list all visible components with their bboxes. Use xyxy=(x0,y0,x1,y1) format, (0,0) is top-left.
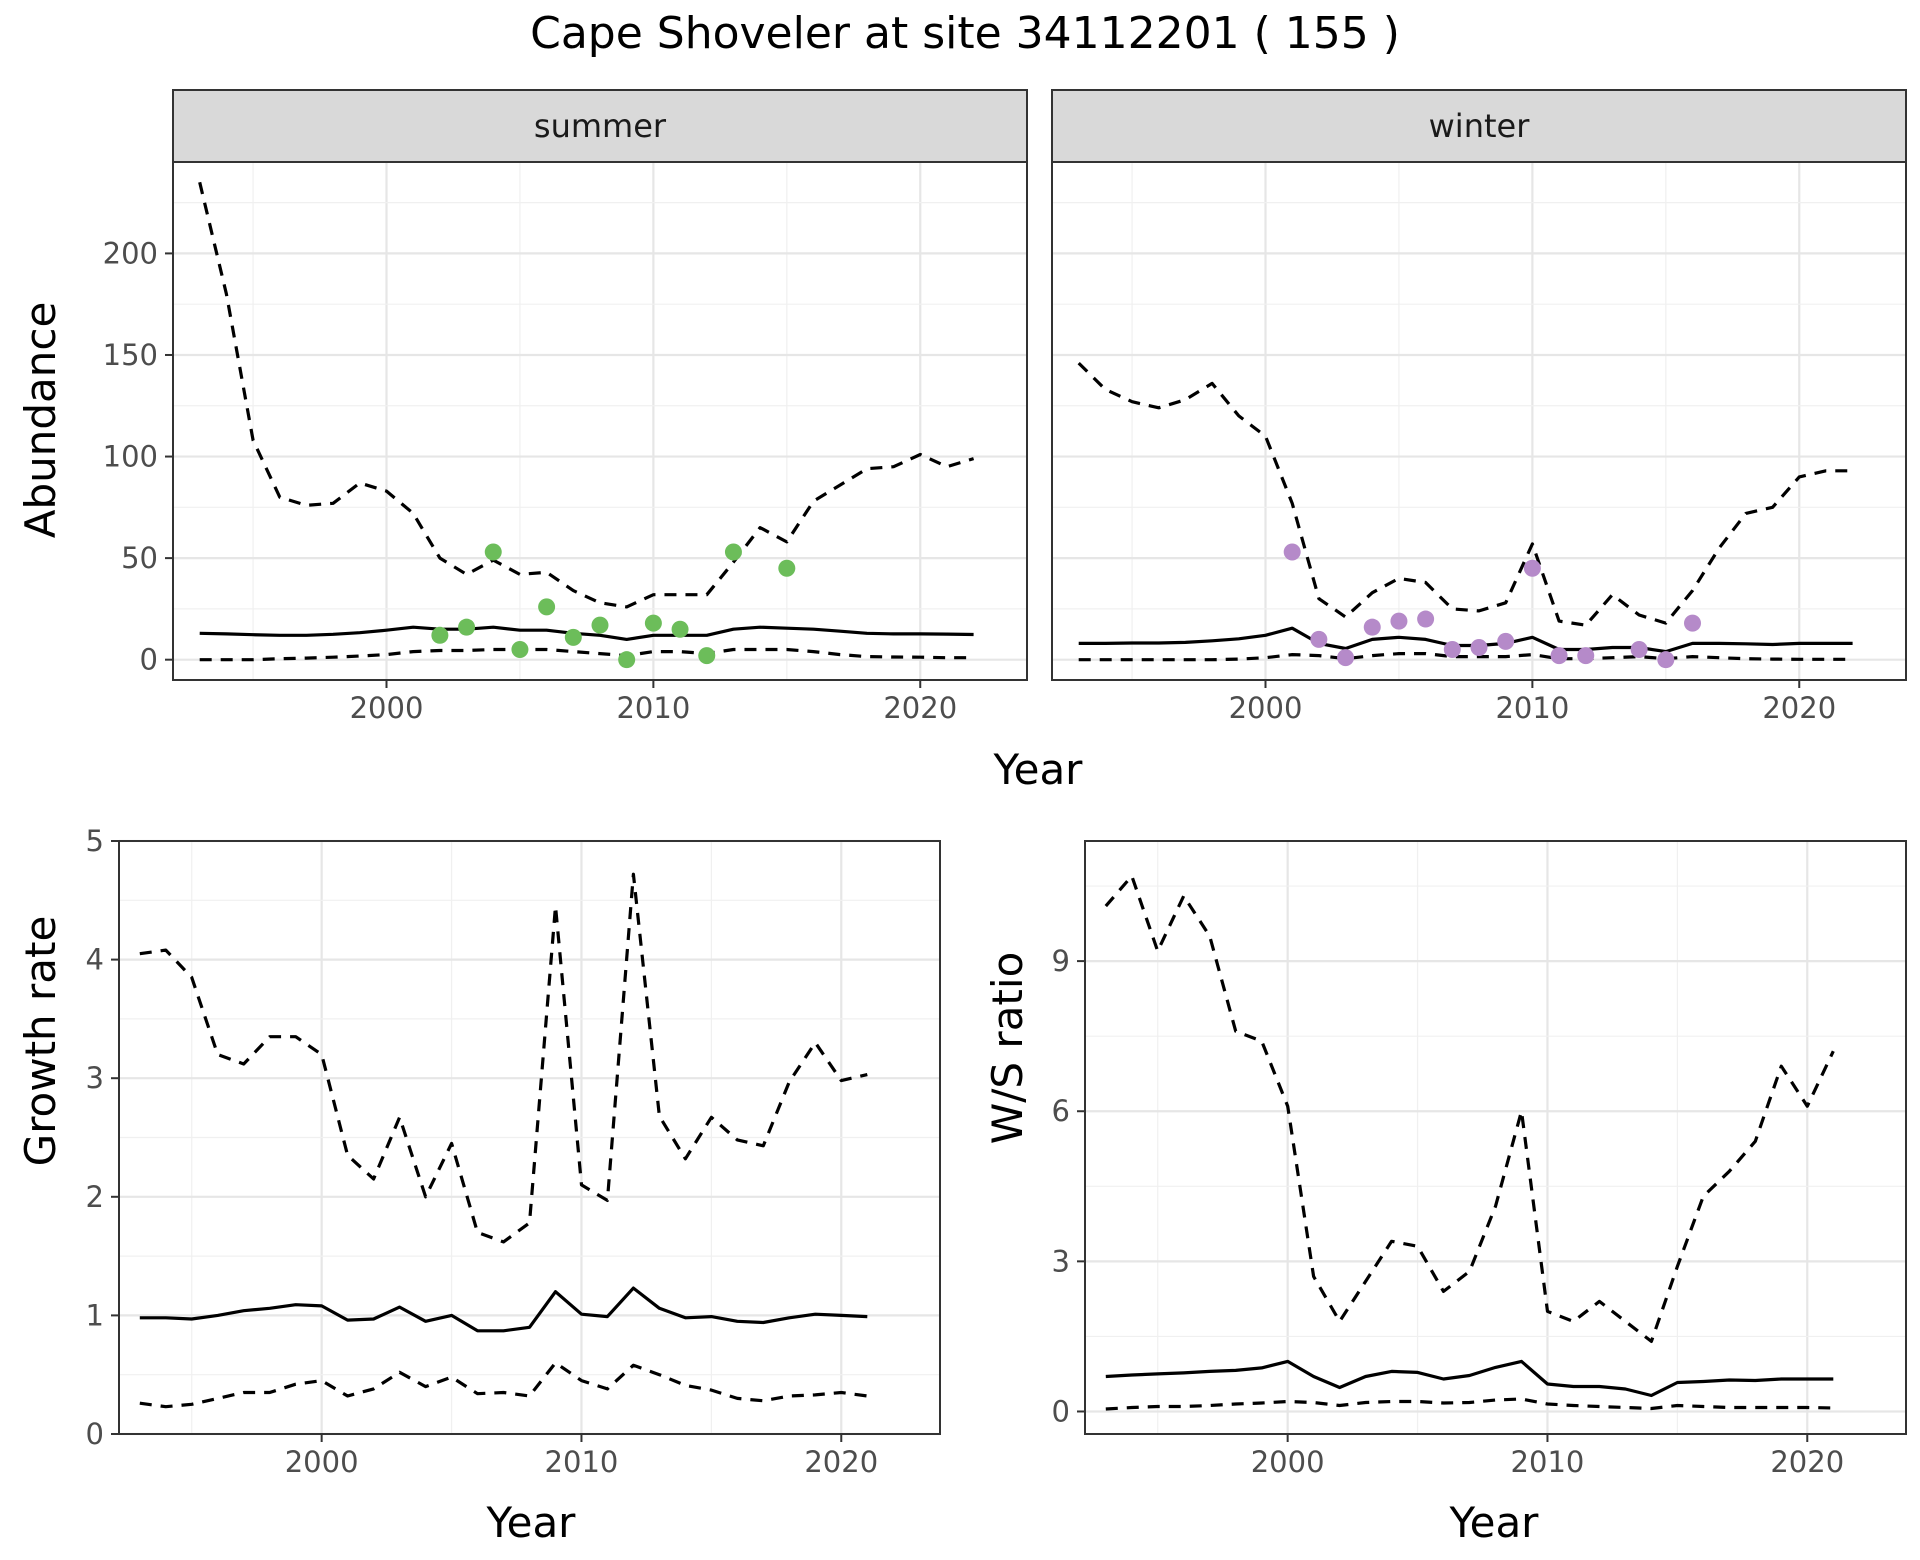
winter-data-point xyxy=(1657,651,1675,669)
winter-x-tick-label: 2010 xyxy=(1495,691,1569,725)
growth-x-axis-title: Year xyxy=(486,1498,577,1547)
winter-data-point xyxy=(1443,641,1461,659)
summer-upper-line xyxy=(198,181,975,609)
winter-data-point xyxy=(1390,612,1408,630)
summer-data-point xyxy=(431,626,449,644)
summer-data-point xyxy=(671,620,689,638)
abundance-x-axis-title: Year xyxy=(993,745,1084,794)
winter-data-point xyxy=(1363,618,1381,636)
winter-data-point xyxy=(1337,649,1355,667)
winter-strip-label: winter xyxy=(1429,107,1531,145)
winter-strip xyxy=(1051,89,1907,163)
ratio-y-tick-label: 0 xyxy=(1052,1394,1070,1428)
abundance-y-axis-title: Abundance xyxy=(16,302,65,539)
winter-data-point xyxy=(1417,610,1435,628)
ratio-y-tick-label: 6 xyxy=(1052,1094,1070,1128)
summer-data-point xyxy=(644,614,662,632)
growth-y-tick-label: 4 xyxy=(86,943,104,977)
growth-mean-line xyxy=(139,1286,868,1333)
summer-y-tick-label: 50 xyxy=(121,541,158,575)
panel-ws-ratio: 2000 2010 2020 0 3 6 9 xyxy=(1052,840,1907,1479)
ratio-y-tick-label: 3 xyxy=(1052,1244,1070,1278)
winter-data-point xyxy=(1630,641,1648,659)
ratio-upper-line xyxy=(1104,874,1835,1343)
summer-x-tick-label: 2020 xyxy=(883,691,957,725)
summer-y-tick-label: 150 xyxy=(103,338,158,372)
ratio-x-tick-label: 2010 xyxy=(1511,1445,1585,1479)
winter-data-point xyxy=(1470,638,1488,656)
growth-x-tick-label: 2000 xyxy=(285,1445,359,1479)
winter-mean-line xyxy=(1078,626,1853,654)
ratio-plot-area xyxy=(1085,841,1906,1434)
summer-x-tick-label: 2000 xyxy=(350,691,424,725)
chart-title: Cape Shoveler at site 34112201 ( 155 ) xyxy=(530,8,1400,59)
ratio-y-axis-title: W/S ratio xyxy=(983,952,1032,1145)
winter-data-point xyxy=(1577,647,1595,665)
ratio-x-tick-label: 2000 xyxy=(1251,1445,1325,1479)
summer-y-tick-label: 200 xyxy=(103,236,158,270)
growth-y-tick-label: 0 xyxy=(86,1417,104,1451)
summer-data-point xyxy=(591,616,609,634)
ratio-panel-frame xyxy=(1084,840,1907,1435)
winter-upper-line xyxy=(1077,361,1853,627)
summer-lower-line xyxy=(199,647,974,662)
winter-lower-line xyxy=(1078,652,1853,662)
growth-y-tick-label: 2 xyxy=(86,1180,104,1214)
summer-data-point xyxy=(778,559,796,577)
growth-panel-frame xyxy=(118,840,941,1435)
growth-x-tick-label: 2010 xyxy=(545,1445,619,1479)
panel-growth-rate: 2000 2010 2020 0 1 2 3 4 5 xyxy=(86,824,941,1479)
growth-x-tick-label: 2020 xyxy=(804,1445,878,1479)
panel-summer-abundance: summer 2000 2010 2020 0 50 100 150 200 xyxy=(103,89,1028,725)
growth-y-tick-label: 3 xyxy=(86,1061,104,1095)
summer-data-point xyxy=(698,647,716,665)
panel-winter-abundance: winter 2000 2010 2020 xyxy=(1051,89,1907,725)
winter-data-point xyxy=(1497,632,1515,650)
growth-y-tick-label: 5 xyxy=(86,824,104,858)
winter-data-point xyxy=(1684,614,1701,632)
ratio-x-axis-title: Year xyxy=(1449,1498,1540,1547)
summer-x-tick-label: 2010 xyxy=(616,691,690,725)
ratio-mean-line xyxy=(1105,1359,1834,1398)
summer-strip-label: summer xyxy=(534,107,667,145)
winter-data-point xyxy=(1550,647,1568,665)
ratio-lower-line xyxy=(1105,1397,1834,1411)
winter-plot-area xyxy=(1052,162,1906,680)
summer-data-point xyxy=(618,651,636,669)
summer-data-point xyxy=(511,641,529,659)
winter-x-tick-label: 2020 xyxy=(1762,691,1836,725)
growth-upper-line xyxy=(139,872,868,1244)
summer-data-point xyxy=(458,618,476,636)
growth-lower-line xyxy=(139,1361,868,1409)
summer-mean-line xyxy=(199,625,974,641)
summer-data-point xyxy=(724,543,742,561)
summer-strip xyxy=(172,89,1028,163)
winter-data-point xyxy=(1283,543,1301,561)
growth-y-axis-title: Growth rate xyxy=(16,916,65,1167)
summer-data-point xyxy=(564,628,582,646)
summer-data-point xyxy=(538,598,556,616)
ratio-y-tick-label: 9 xyxy=(1052,944,1070,978)
growth-y-tick-label: 1 xyxy=(86,1298,104,1332)
winter-x-tick-label: 2000 xyxy=(1229,691,1303,725)
summer-data-point xyxy=(484,543,502,561)
summer-plot-area xyxy=(173,162,1027,680)
summer-y-tick-label: 0 xyxy=(140,643,158,677)
ratio-x-tick-label: 2020 xyxy=(1770,1445,1844,1479)
summer-y-tick-label: 100 xyxy=(103,440,158,474)
winter-data-point xyxy=(1523,559,1541,577)
winter-data-point xyxy=(1310,630,1328,648)
